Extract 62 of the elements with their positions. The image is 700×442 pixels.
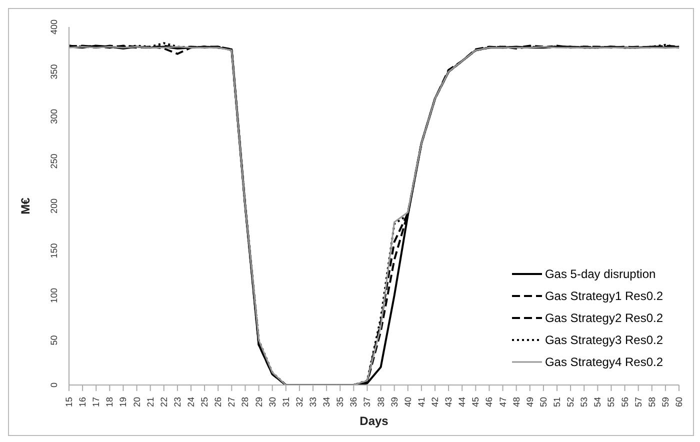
x-tick-label: 55 [606,397,616,408]
x-tick-label: 34 [322,397,332,408]
x-tick-label: 21 [145,397,156,408]
x-tick-label: 22 [158,397,169,408]
x-tick-label: 29 [254,397,264,408]
x-tick-label: 23 [172,397,182,408]
legend-label: Gas 5-day disruption [544,267,656,281]
x-tick-label: 18 [104,397,115,408]
x-tick-label: 47 [498,397,508,408]
x-tick-label: 57 [633,397,644,408]
y-tick-label: 250 [49,154,59,169]
x-tick-label: 51 [552,397,562,408]
x-tick-label: 15 [64,397,74,408]
x-tick-label: 54 [592,397,603,408]
x-tick-label: 20 [132,397,142,408]
y-tick-label: 350 [49,64,59,80]
y-tick-label: 200 [49,198,59,214]
legend-label: Gas Strategy4 Res0.2 [544,355,663,369]
x-tick-label: 58 [646,397,657,408]
x-tick-label: 36 [348,397,359,408]
x-tick-label: 40 [402,397,413,408]
x-tick-label: 44 [457,397,468,408]
x-tick-label: 38 [376,397,386,408]
x-tick-label: 26 [213,397,224,408]
x-tick-label: 24 [186,397,196,408]
x-tick-label: 52 [566,397,576,408]
x-tick-label: 45 [470,397,481,408]
y-axis-title: M€ [18,197,32,214]
x-tick-label: 39 [389,397,400,408]
x-tick-label: 16 [78,397,88,408]
x-tick-label: 37 [362,397,372,408]
x-tick-label: 42 [430,397,440,408]
y-tick-label: 100 [49,288,59,304]
x-tick-label: 46 [484,397,494,408]
x-tick-label: 59 [660,397,670,408]
x-tick-label: 33 [308,397,318,408]
x-axis-title: Days [360,414,389,428]
y-tick-label: 300 [49,108,59,124]
x-tick-label: 60 [674,397,684,408]
y-tick-label: 400 [49,19,59,35]
legend-label: Gas Strategy3 Res0.2 [544,333,663,347]
x-tick-label: 28 [240,397,250,408]
x-tick-label: 32 [294,397,304,408]
x-tick-label: 50 [538,397,548,408]
x-tick-label: 27 [226,397,237,408]
x-tick-label: 35 [335,397,346,408]
legend-label: Gas Strategy1 Res0.2 [544,289,663,303]
x-tick-label: 43 [444,397,454,408]
x-tick-label: 19 [118,397,128,408]
y-tick-label: 0 [49,382,59,388]
x-tick-label: 25 [200,397,210,408]
x-tick-label: 17 [91,397,102,408]
legend-label: Gas Strategy2 Res0.2 [544,311,663,325]
x-tick-label: 49 [524,397,535,408]
y-tick-label: 150 [49,243,59,258]
x-tick-label: 56 [620,397,630,408]
x-tick-label: 53 [579,397,590,408]
x-tick-label: 30 [267,397,278,408]
y-tick-label: 50 [49,335,59,346]
x-tick-label: 48 [511,397,522,408]
x-tick-label: 31 [280,397,291,408]
x-tick-label: 41 [416,397,426,408]
